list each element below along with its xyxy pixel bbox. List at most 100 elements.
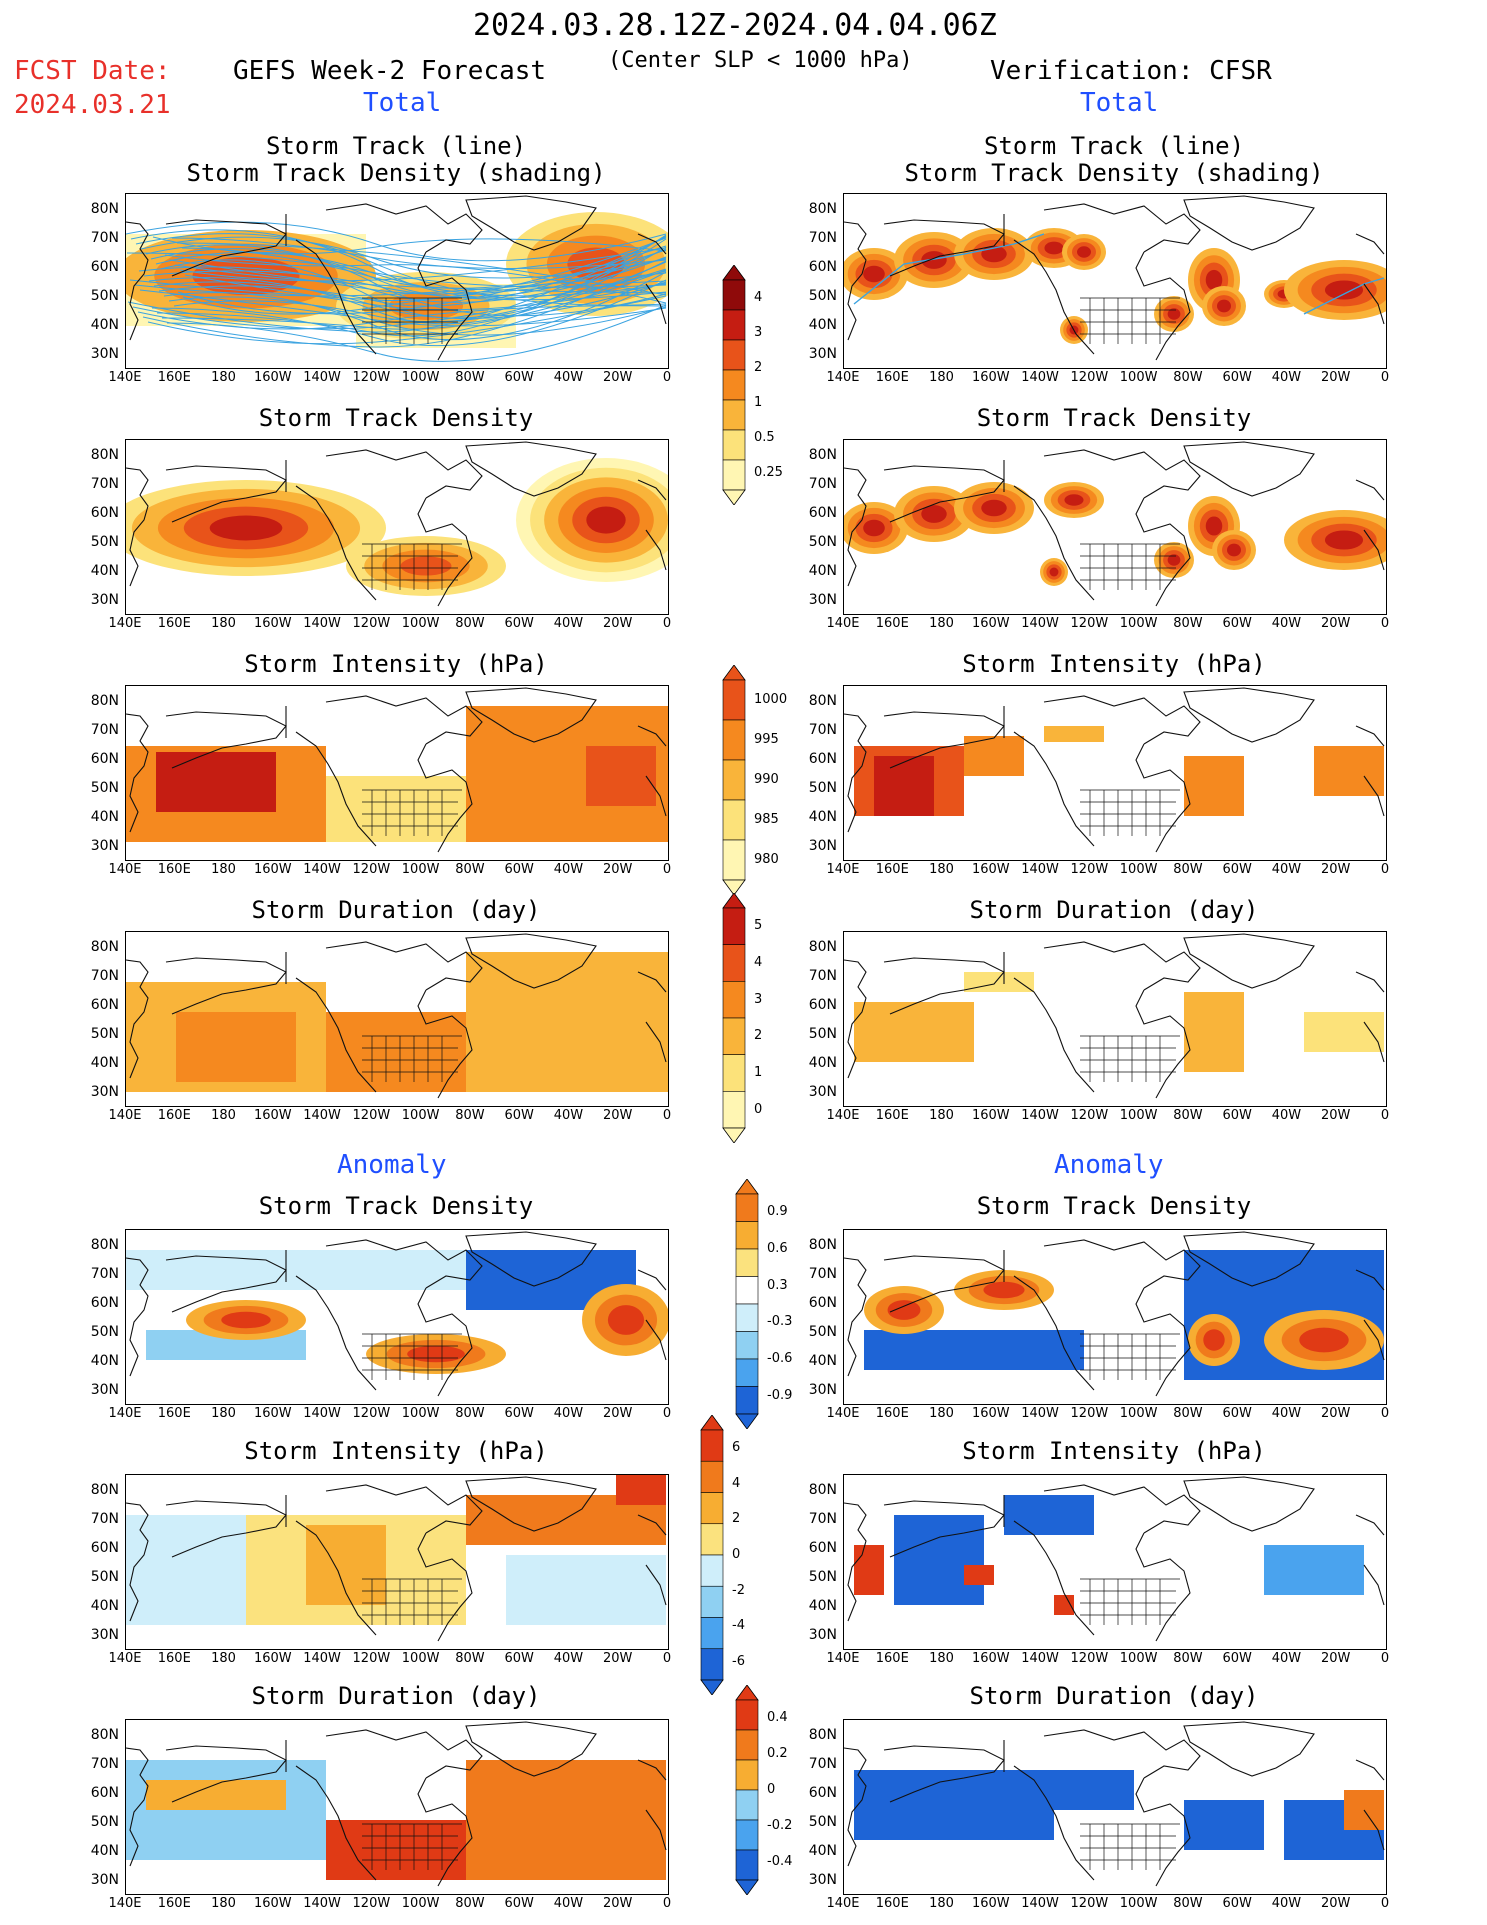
anom-pos-na (326, 1820, 466, 1880)
coast-europe (1355, 1759, 1385, 1851)
lon-label: 0 (1380, 862, 1390, 877)
colorbar-intensity-total-label: 1000 (754, 692, 788, 707)
panel-duration-anom-verification-map (844, 1721, 1385, 1887)
coast-asia (844, 1257, 867, 1377)
density-na-level-3 (400, 556, 452, 576)
intensity-na (326, 776, 476, 842)
lat-label: 60N (90, 751, 119, 767)
lon-label: 60W (1222, 1651, 1252, 1666)
lon-label: 0 (662, 1406, 672, 1421)
colorbar-duration-anom-swatch (735, 1699, 759, 1731)
lon-label: 160E (875, 370, 909, 385)
colorbar-density-anom-label: 0.9 (767, 1204, 788, 1220)
lon-label: 140W (1021, 1108, 1059, 1123)
lon-label: 160W (971, 1406, 1010, 1421)
lon-label: 80W (455, 370, 485, 385)
lon-label: 0 (662, 616, 672, 631)
lon-label: 80W (1173, 370, 1203, 385)
lon-label: 160E (875, 1108, 909, 1123)
lon-label: 0 (1380, 1896, 1390, 1911)
lon-label: 20W (603, 862, 633, 877)
lat-label: 40N (90, 1353, 119, 1369)
lat-label: 50N (90, 1814, 119, 1830)
lon-label: 60W (1222, 1406, 1252, 1421)
track-line (129, 237, 667, 301)
panel-intensity-verification-map (844, 687, 1385, 853)
lat-label: 80N (808, 201, 837, 217)
colorbar-intensity-total-bottom-arrow (722, 879, 746, 895)
coast-greenland (1183, 1476, 1315, 1532)
title-duration-anom-right: Storm Duration (day) (969, 1682, 1259, 1710)
lon-label: 80W (1173, 1406, 1203, 1421)
lon-label: 80W (455, 1108, 485, 1123)
lon-label: 0 (662, 1108, 672, 1123)
lon-label: 120W (1070, 1896, 1109, 1911)
colorbar-intensity-anom-top-arrow (700, 1415, 724, 1431)
coast-europe (637, 725, 667, 817)
lon-label: 20W (1321, 616, 1351, 631)
duration-na (326, 1012, 476, 1092)
lat-label: 30N (90, 1627, 119, 1643)
lon-label: 40W (1271, 1651, 1302, 1666)
duration-pacific (854, 1002, 974, 1062)
coastline (844, 933, 1385, 1099)
coast-europe (637, 233, 667, 325)
anom-pos-pacific (186, 1300, 306, 1340)
lon-label: 40W (1271, 1108, 1302, 1123)
lat-label: 70N (90, 1266, 119, 1282)
lat-label: 40N (808, 1843, 837, 1859)
colorbar-intensity-anom-label: -4 (732, 1618, 745, 1634)
lon-label: 120W (352, 1896, 391, 1911)
colorbar-density-anom-label: -0.3 (767, 1314, 793, 1330)
state-borders (1080, 297, 1180, 344)
lon-label: 0 (662, 1651, 672, 1666)
track-line (853, 233, 1045, 305)
lon-label: 60W (504, 616, 534, 631)
anom-pos-3 (1054, 1595, 1074, 1615)
lon-label: 160W (971, 862, 1010, 877)
panel-track-verification (843, 193, 1387, 369)
colorbar-duration-anom-label: 0 (767, 1782, 776, 1797)
density-atlantic (516, 458, 668, 582)
lon-label: 140E (108, 616, 142, 631)
lon-label: 40W (1271, 370, 1302, 385)
intensity-atlantic (1314, 746, 1384, 796)
lat-label: 30N (808, 1382, 837, 1398)
coast-alaska (165, 1500, 287, 1558)
lon-label: 100W (401, 1406, 440, 1421)
coast-alaska (883, 957, 1005, 1015)
coast-greenland (1183, 1231, 1315, 1287)
lon-label: 160E (157, 616, 191, 631)
state-borders (362, 1333, 462, 1380)
colorbar-density-anom-bottom-arrow (735, 1413, 759, 1429)
lon-label: 160E (157, 1896, 191, 1911)
lon-label: 60W (504, 862, 534, 877)
lon-label: 160E (875, 1651, 909, 1666)
panel-duration-anom-forecast-map (126, 1721, 667, 1887)
anom-neg-atlantic (1264, 1545, 1364, 1595)
state-borders (362, 543, 462, 590)
coastline (126, 933, 667, 1099)
track-line (174, 264, 667, 294)
storm-blob-2-level-3 (981, 499, 1007, 517)
lon-label: 160W (971, 370, 1010, 385)
track-line (150, 248, 667, 298)
coast-asia (126, 959, 149, 1079)
panel-intensity-forecast (125, 685, 669, 861)
coast-asia (126, 1502, 149, 1622)
coast-alaska (165, 1255, 287, 1313)
lon-label: 180 (211, 1896, 236, 1911)
lat-label: 40N (808, 1353, 837, 1369)
lon-label: 140W (1021, 370, 1059, 385)
coast-na-east (1135, 1532, 1191, 1642)
lon-label: 100W (401, 616, 440, 631)
anom-pos-pacific (146, 1780, 286, 1810)
coastline (126, 1476, 667, 1642)
coast-asia (844, 1747, 867, 1867)
coast-arctic (325, 203, 483, 253)
lon-label: 20W (1321, 1406, 1351, 1421)
lon-label: 100W (1119, 1651, 1158, 1666)
colorbar-intensity-total-label: 995 (754, 732, 779, 747)
colorbar-density-anom-swatch (735, 1193, 759, 1222)
coast-asia (126, 713, 149, 833)
